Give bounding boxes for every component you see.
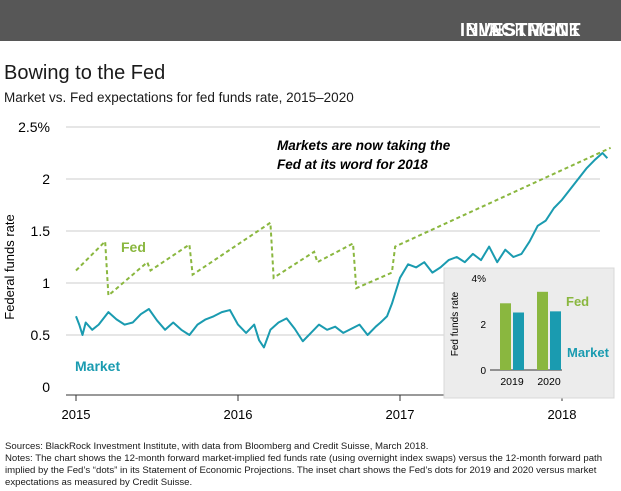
header-bar: BLACKROCK INVESTMENT INSTITUTE <box>0 0 621 41</box>
inset-fed-label: Fed <box>566 294 589 309</box>
x-tick-label: 2018 <box>548 407 577 422</box>
inset-y-tick-label: 0 <box>480 366 486 377</box>
inset-y-tick-label: 2 <box>480 320 486 331</box>
brand-tail: INSTITUTE <box>483 20 581 40</box>
chart-annotation: Markets are now taking the <box>277 138 451 153</box>
x-tick-label: 2016 <box>224 407 253 422</box>
y-tick-label: 2.5% <box>18 119 50 135</box>
chart-title: Bowing to the Fed <box>4 62 166 84</box>
fed-series-label: Fed <box>121 239 146 255</box>
inset-market-label: Market <box>567 345 610 360</box>
inset-x-tick-label: 2020 <box>537 376 561 388</box>
x-tick-label: 2017 <box>386 407 415 422</box>
inset-chart: 0 2 4% Fed funds rate 2019 2020 Fed Market <box>443 267 615 399</box>
fed-series-line <box>75 146 612 298</box>
notes-text: Notes: The chart shows the 12-month forw… <box>5 453 603 488</box>
sources-text: Sources: BlackRock Investment Institute,… <box>5 441 429 452</box>
inset-y-tick-label: 4% <box>472 274 487 285</box>
y-tick-label: 1 <box>42 275 50 291</box>
y-tick-label: 1.5 <box>31 223 51 239</box>
inset-bar-market-2020 <box>550 311 561 370</box>
brand-light: BLACKROCK <box>465 20 581 40</box>
inset-bar-market-2019 <box>513 312 524 370</box>
inset-x-tick-label: 2019 <box>500 376 524 388</box>
inset-y-axis-label: Fed funds rate <box>450 291 461 356</box>
y-tick-label: 2 <box>42 171 50 187</box>
chart-notes: Sources: BlackRock Investment Institute,… <box>5 441 617 489</box>
y-tick-label: 0.5 <box>31 327 51 343</box>
market-series-line <box>75 152 609 349</box>
brand-bold: INVESTMENT <box>459 20 581 40</box>
market-series-label: Market <box>75 358 120 374</box>
inset-bar-fed-2020 <box>537 291 548 370</box>
chart-annotation: Fed at its word for 2018 <box>277 157 428 172</box>
y-tick-label: 0 <box>42 379 50 395</box>
inset-bar-fed-2019 <box>500 303 511 370</box>
x-tick-label: 2015 <box>62 407 91 422</box>
chart-subtitle: Market vs. Fed expectations for fed fund… <box>4 90 354 105</box>
rate-chart: 0 0.5 1 1.5 2 2.5% 2015 2016 2017 2018 Federal fun… <box>2 119 615 422</box>
inset-background <box>443 267 615 399</box>
y-axis-label: Federal funds rate <box>2 214 17 320</box>
